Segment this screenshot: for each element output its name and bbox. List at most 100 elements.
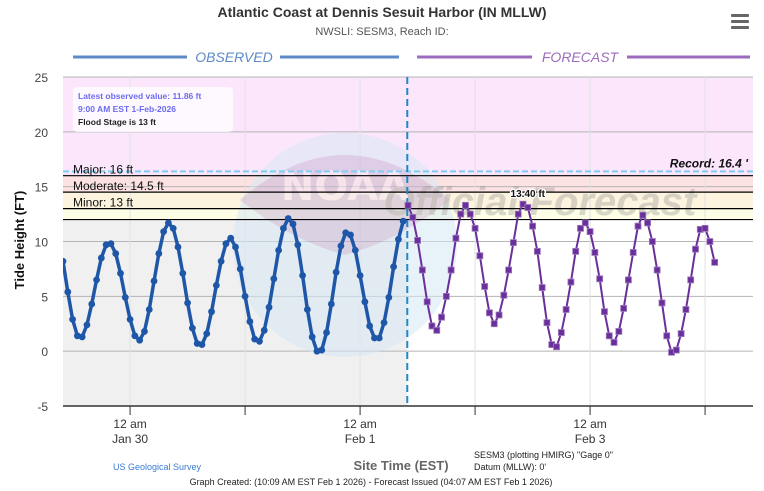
observed-point: [323, 329, 330, 336]
forecast-point: [620, 304, 628, 312]
forecast-point: [658, 299, 666, 307]
forecast-point: [452, 234, 460, 242]
observed-point: [327, 300, 335, 308]
observed-point: [303, 306, 311, 313]
forecast-point: [682, 306, 690, 313]
legend-forecast[interactable]: FORECAST: [417, 49, 750, 65]
observed-point: [203, 330, 211, 338]
x-tick-label-time: 12 am: [343, 417, 376, 431]
observed-point: [347, 231, 354, 239]
observed-point: [63, 257, 67, 265]
forecast-point: [644, 219, 651, 227]
observed-point: [332, 268, 340, 276]
y-tick-label: 10: [35, 236, 49, 250]
forecast-point: [605, 332, 613, 340]
hamburger-menu-icon-bar: [731, 20, 749, 23]
observed-point: [318, 346, 326, 354]
usgs-source-link[interactable]: US Geological Survey: [113, 462, 202, 472]
gage-info: SESM3 (plotting HMIRG) "Gage 0": [474, 450, 613, 460]
forecast-point: [687, 276, 695, 284]
observed-point: [131, 332, 139, 340]
observed-point: [227, 234, 235, 242]
x-axis-label: Site Time (EST): [353, 458, 448, 473]
observed-point: [83, 321, 91, 329]
observed-point: [165, 219, 172, 227]
observed-point: [145, 306, 153, 313]
observed-point: [160, 228, 168, 236]
forecast-point: [639, 211, 647, 219]
observed-point: [126, 315, 134, 323]
forecast-point: [481, 283, 489, 290]
forecast-point: [495, 311, 503, 319]
forecast-point: [557, 329, 565, 336]
forecast-point: [629, 249, 637, 256]
forecast-point: [514, 210, 522, 218]
y-axis-label: Tide Height (FT): [12, 191, 27, 290]
forecast-point: [567, 278, 575, 286]
moderate-stage-label: Moderate: 14.5 ft: [73, 179, 164, 193]
latest-observed-value: Latest observed value: 11.86 ft: [78, 91, 202, 101]
observed-point: [107, 240, 115, 248]
observed-point: [390, 263, 398, 271]
observed-point: [399, 217, 407, 225]
legend-observed-label: OBSERVED: [195, 49, 273, 65]
datum-info: Datum (MLLW): 0': [474, 462, 546, 472]
forecast-point: [672, 346, 680, 354]
forecast-point: [510, 239, 517, 246]
forecast-point: [447, 266, 455, 274]
observed-point: [155, 250, 163, 257]
observed-point: [308, 333, 316, 341]
x-tick-label-date: Feb 3: [575, 432, 606, 446]
chart-menu-button[interactable]: [731, 14, 749, 30]
forecast-point: [701, 224, 709, 232]
forecast-point: [625, 276, 632, 284]
observed-point: [361, 298, 369, 306]
observed-point: [93, 276, 100, 284]
noaa-logo-gull: [240, 155, 450, 255]
observed-point: [188, 324, 196, 332]
observed-point: [64, 288, 72, 296]
forecast-point: [596, 275, 604, 283]
record-label: Record: 16.4 ': [670, 156, 749, 170]
forecast-point: [553, 343, 560, 351]
observed-point: [88, 300, 96, 308]
observed-point: [217, 257, 225, 265]
observed-point: [222, 240, 230, 248]
x-tick-label-time: 12 am: [573, 417, 606, 431]
observed-point: [265, 303, 273, 311]
forecast-point: [677, 330, 685, 338]
legend-observed[interactable]: OBSERVED: [73, 49, 399, 65]
forecast-point: [486, 309, 493, 317]
observed-point: [280, 224, 287, 232]
forecast-point: [476, 252, 484, 260]
observed-point: [299, 272, 306, 279]
forecast-point: [442, 292, 450, 300]
forecast-point: [711, 258, 719, 266]
observed-point: [375, 334, 383, 342]
chart-title: Atlantic Coast at Dennis Sesuit Harbor (…: [217, 4, 546, 20]
forecast-point: [423, 298, 431, 306]
forecast-point: [581, 219, 589, 227]
forecast-point: [404, 201, 412, 209]
forecast-point: [648, 238, 656, 245]
observed-point: [78, 333, 86, 341]
forecast-point: [634, 222, 642, 230]
forecast-point: [438, 313, 445, 321]
forecast-point: [615, 328, 623, 335]
forecast-point: [418, 266, 426, 274]
forecast-point: [706, 238, 714, 245]
data-series: [63, 200, 719, 356]
observed-point: [395, 235, 402, 243]
observed-point: [69, 315, 76, 323]
hamburger-menu-icon-bar: [731, 26, 749, 29]
x-tick-label-time: 12 am: [113, 417, 146, 431]
observed-point: [97, 254, 105, 262]
observed-point: [150, 277, 158, 285]
y-tick-label: 25: [35, 71, 49, 85]
observed-point: [356, 272, 364, 279]
observed-point: [260, 326, 268, 334]
y-tick-label: 15: [35, 181, 49, 195]
observed-point: [121, 294, 129, 301]
y-tick-label: 20: [35, 126, 49, 140]
observed-point: [208, 308, 215, 316]
